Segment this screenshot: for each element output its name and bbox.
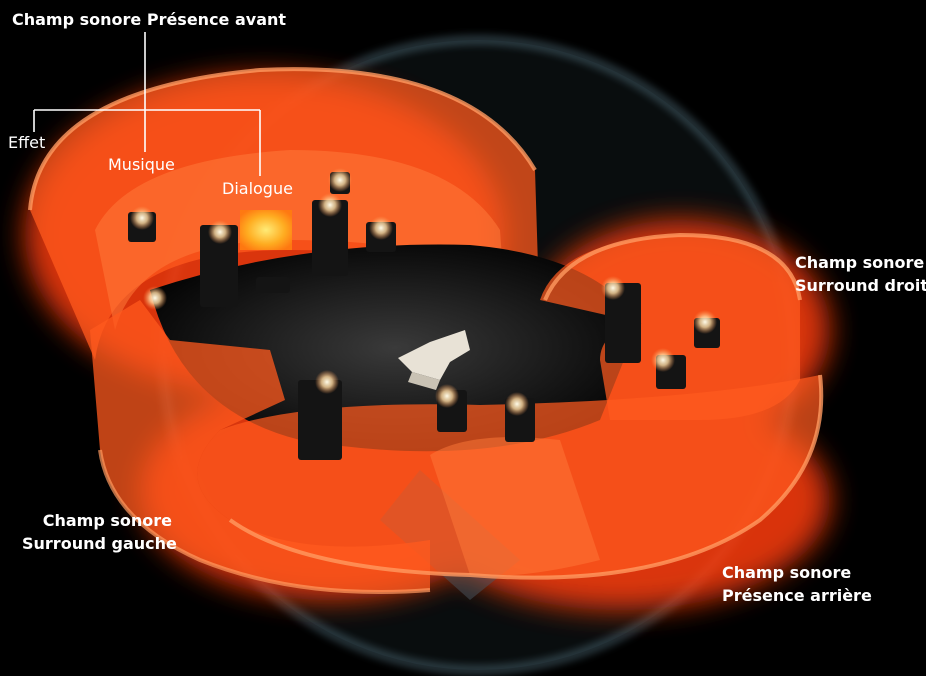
rear-presence-field [197,374,824,580]
label-dialogue: Dialogue [222,179,293,198]
label-surround-right-line1: Champ sonore [795,253,925,272]
label-surround-right: Champ sonore Surround droit [795,251,926,297]
speaker-front-right [312,200,348,276]
label-music: Musique [108,155,175,174]
label-rear-presence: Champ sonore Présence arrière [722,561,872,607]
speaker-front-left [200,225,238,307]
speaker-lights [130,168,717,416]
label-rear-presence-line2: Présence arrière [722,586,872,605]
label-surround-left-line1: Champ sonore [42,511,172,530]
speaker-surround-right [605,283,641,363]
label-rear-presence-line1: Champ sonore [722,563,852,582]
speaker-surround-left [298,380,342,460]
label-effect: Effet [8,133,46,152]
label-surround-left-line2: Surround gauche [22,534,177,553]
surround-left-field [90,300,431,594]
leader-lines [33,32,261,176]
listening-chair [398,330,470,390]
label-front-presence: Champ sonore Présence avant [12,10,287,29]
label-surround-left: Champ sonore Surround gauche [22,509,177,555]
label-surround-right-line2: Surround droit [795,276,926,295]
screen [240,210,292,250]
speaker-center [256,277,290,293]
